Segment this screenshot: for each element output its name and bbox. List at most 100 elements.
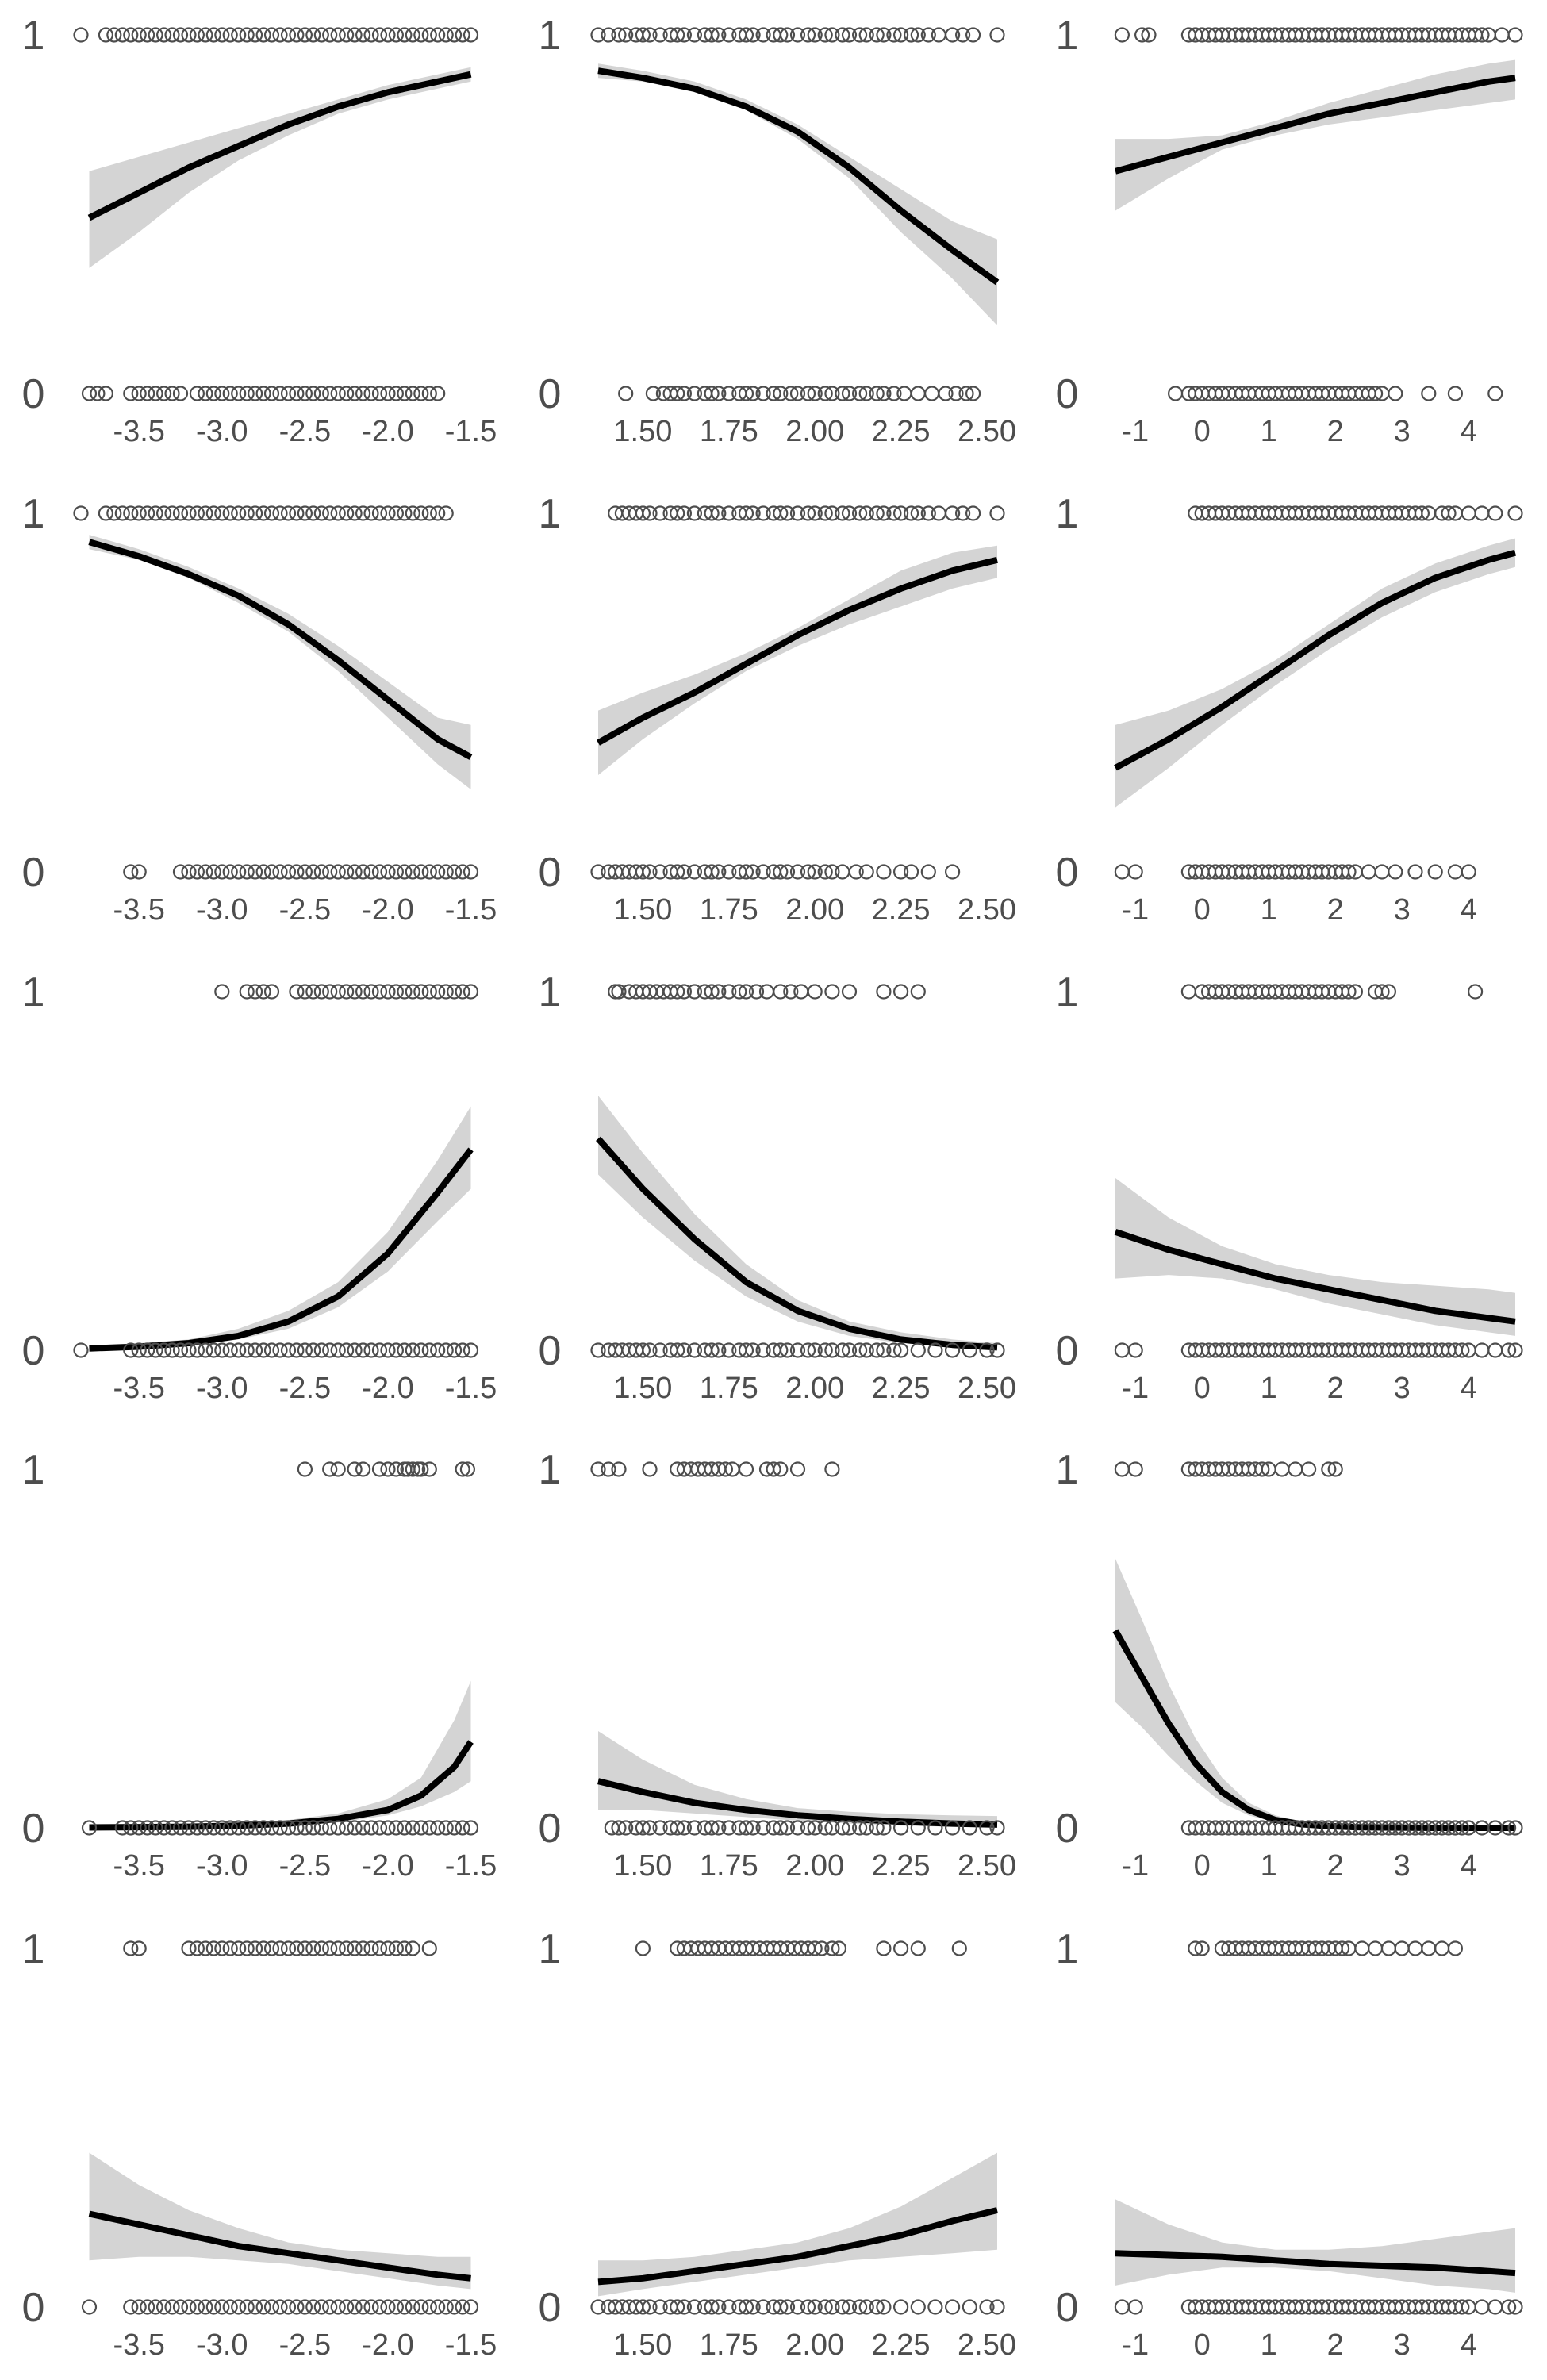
observation-point-y1 <box>773 505 789 521</box>
panel-r4-c3: 1 0 -1 0 1 2 3 4 <box>1056 1447 1523 1883</box>
observation-point-y0 <box>1454 1820 1470 1836</box>
fitted-curve <box>1114 549 1517 771</box>
observation-point-y1 <box>686 27 703 43</box>
observation-point-y1 <box>363 1940 379 1956</box>
observation-point-y0 <box>289 864 305 880</box>
observation-point-y1 <box>255 27 271 43</box>
observation-point-y1 <box>248 984 263 1000</box>
observation-point-y1 <box>388 1940 404 1956</box>
observation-point-y1 <box>931 27 946 43</box>
observation-point-y0 <box>239 864 255 880</box>
observation-point-y0 <box>380 1342 396 1358</box>
observation-point-y1 <box>313 27 329 43</box>
observation-point-y0 <box>676 1820 693 1836</box>
observation-point-y1 <box>430 27 446 43</box>
observation-point-y1 <box>1188 1940 1203 1956</box>
observation-point-y1 <box>1461 505 1476 521</box>
observation-point-y1 <box>114 27 130 43</box>
observation-point-y0 <box>670 2299 685 2315</box>
observation-point-y0 <box>789 864 806 880</box>
observation-point-y0 <box>239 1820 255 1836</box>
observation-point-y1 <box>642 505 658 521</box>
observation-point-y0 <box>339 864 355 880</box>
observation-point-y1 <box>421 1940 437 1956</box>
observation-point-y1 <box>347 505 363 521</box>
observation-point-y0 <box>255 2299 271 2315</box>
observation-point-y1 <box>773 1461 789 1477</box>
observation-point-y0 <box>388 1820 404 1836</box>
observation-point-y0 <box>397 2299 413 2315</box>
observation-point-y1 <box>676 984 693 1000</box>
observation-point-y1 <box>1407 1940 1423 1956</box>
observation-point-y0 <box>635 1342 651 1358</box>
x-tick-label: -3.0 <box>196 2328 248 2362</box>
observation-point-y0 <box>979 1342 995 1358</box>
observation-point-y0 <box>1488 386 1503 401</box>
observation-point-y0 <box>1447 864 1464 880</box>
observation-point-y0 <box>413 1820 429 1836</box>
observation-point-y0 <box>363 1342 379 1358</box>
y-tick-label: 1 <box>539 1926 562 1972</box>
observation-point-y0 <box>1127 864 1143 880</box>
x-tick-label: 2.25 <box>872 1372 931 1405</box>
observation-point-y1 <box>1341 984 1357 1000</box>
observation-point-y1 <box>239 984 255 1000</box>
observation-point-y0 <box>371 386 388 401</box>
observation-point-y0 <box>645 386 662 401</box>
observation-point-y0 <box>789 1820 806 1836</box>
observation-point-y0 <box>1507 1342 1523 1358</box>
observation-point-y1 <box>322 505 338 521</box>
x-tick-label: 0 <box>1194 415 1211 448</box>
observation-point-y0 <box>841 1820 858 1836</box>
y-tick-label: 0 <box>539 1328 562 1374</box>
observation-point-y0 <box>355 2299 371 2315</box>
x-tick-label: -1 <box>1122 415 1149 448</box>
x-tick-label: 1.50 <box>613 893 672 927</box>
observation-point-y0 <box>463 864 479 880</box>
observation-point-y0 <box>363 386 379 401</box>
observation-point-y1 <box>313 1940 329 1956</box>
observation-point-y1 <box>313 984 329 1000</box>
observation-point-y0 <box>670 1342 685 1358</box>
observation-point-y0 <box>405 2299 420 2315</box>
observation-point-y0 <box>745 864 761 880</box>
observation-point-y0 <box>590 1342 606 1358</box>
observation-point-y1 <box>766 1461 781 1477</box>
observation-point-y0 <box>289 1820 305 1836</box>
observation-point-y1 <box>380 984 396 1000</box>
y-tick-label: 0 <box>1056 2285 1079 2331</box>
observation-point-y0 <box>789 386 806 401</box>
observation-point-y0 <box>738 2299 754 2315</box>
observation-point-y1 <box>869 505 885 521</box>
observation-point-y1 <box>347 984 363 1000</box>
observation-point-y0 <box>438 864 454 880</box>
observation-point-y1 <box>297 505 313 521</box>
observation-point-y1 <box>131 1940 147 1956</box>
observation-point-y0 <box>910 386 926 401</box>
x-tick-label: 2 <box>1327 893 1344 927</box>
observation-point-y0 <box>824 1342 840 1358</box>
y-tick-label: 1 <box>22 969 45 1015</box>
observation-point-y1 <box>421 505 437 521</box>
observation-point-y0 <box>297 1342 313 1358</box>
observation-point-y1 <box>903 27 919 43</box>
observation-point-y0 <box>652 2299 668 2315</box>
observation-point-y0 <box>1388 864 1403 880</box>
observation-point-y1 <box>670 984 685 1000</box>
observation-point-y0 <box>231 386 247 401</box>
x-tick-label: -2.0 <box>362 2328 413 2362</box>
observation-point-y0 <box>989 2299 1005 2315</box>
observation-point-y1 <box>1441 505 1457 521</box>
observation-point-y1 <box>380 505 396 521</box>
observation-point-y0 <box>280 864 297 880</box>
observation-point-y1 <box>222 27 238 43</box>
observation-point-y1 <box>954 27 971 43</box>
observation-point-y0 <box>388 386 404 401</box>
observation-point-y0 <box>198 386 213 401</box>
observation-point-y0 <box>380 1820 396 1836</box>
observation-point-y0 <box>652 864 668 880</box>
observation-point-y0 <box>455 2299 470 2315</box>
observation-point-y1 <box>1334 1940 1350 1956</box>
observation-point-y0 <box>923 386 940 401</box>
observation-point-y0 <box>164 2299 180 2315</box>
